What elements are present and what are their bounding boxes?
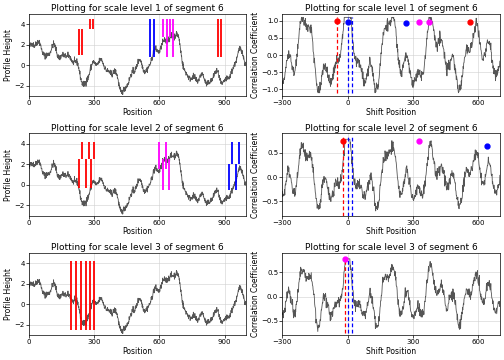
Title: Plotting for scale level 1 of segment 6: Plotting for scale level 1 of segment 6 xyxy=(305,4,477,13)
X-axis label: Shift Position: Shift Position xyxy=(366,108,416,117)
Title: Plotting for scale level 2 of segment 6: Plotting for scale level 2 of segment 6 xyxy=(51,124,224,133)
Y-axis label: Profile Height: Profile Height xyxy=(4,149,13,201)
Y-axis label: Profile Height: Profile Height xyxy=(4,268,13,320)
Y-axis label: Correlation Coefficient: Correlation Coefficient xyxy=(251,131,260,218)
Title: Plotting for scale level 3 of segment 6: Plotting for scale level 3 of segment 6 xyxy=(51,243,224,252)
Y-axis label: Correlation Coefficient: Correlation Coefficient xyxy=(250,12,260,98)
X-axis label: Position: Position xyxy=(122,108,153,117)
Y-axis label: Correlation Coefficient: Correlation Coefficient xyxy=(251,251,260,337)
X-axis label: Position: Position xyxy=(122,347,153,356)
X-axis label: Shift Position: Shift Position xyxy=(366,347,416,356)
X-axis label: Shift Position: Shift Position xyxy=(366,227,416,236)
X-axis label: Position: Position xyxy=(122,227,153,236)
Title: Plotting for scale level 1 of segment 6: Plotting for scale level 1 of segment 6 xyxy=(51,4,224,13)
Title: Plotting for scale level 2 of segment 6: Plotting for scale level 2 of segment 6 xyxy=(305,124,477,133)
Title: Plotting for scale level 3 of segment 6: Plotting for scale level 3 of segment 6 xyxy=(305,243,477,252)
Y-axis label: Profile Height: Profile Height xyxy=(4,29,13,81)
